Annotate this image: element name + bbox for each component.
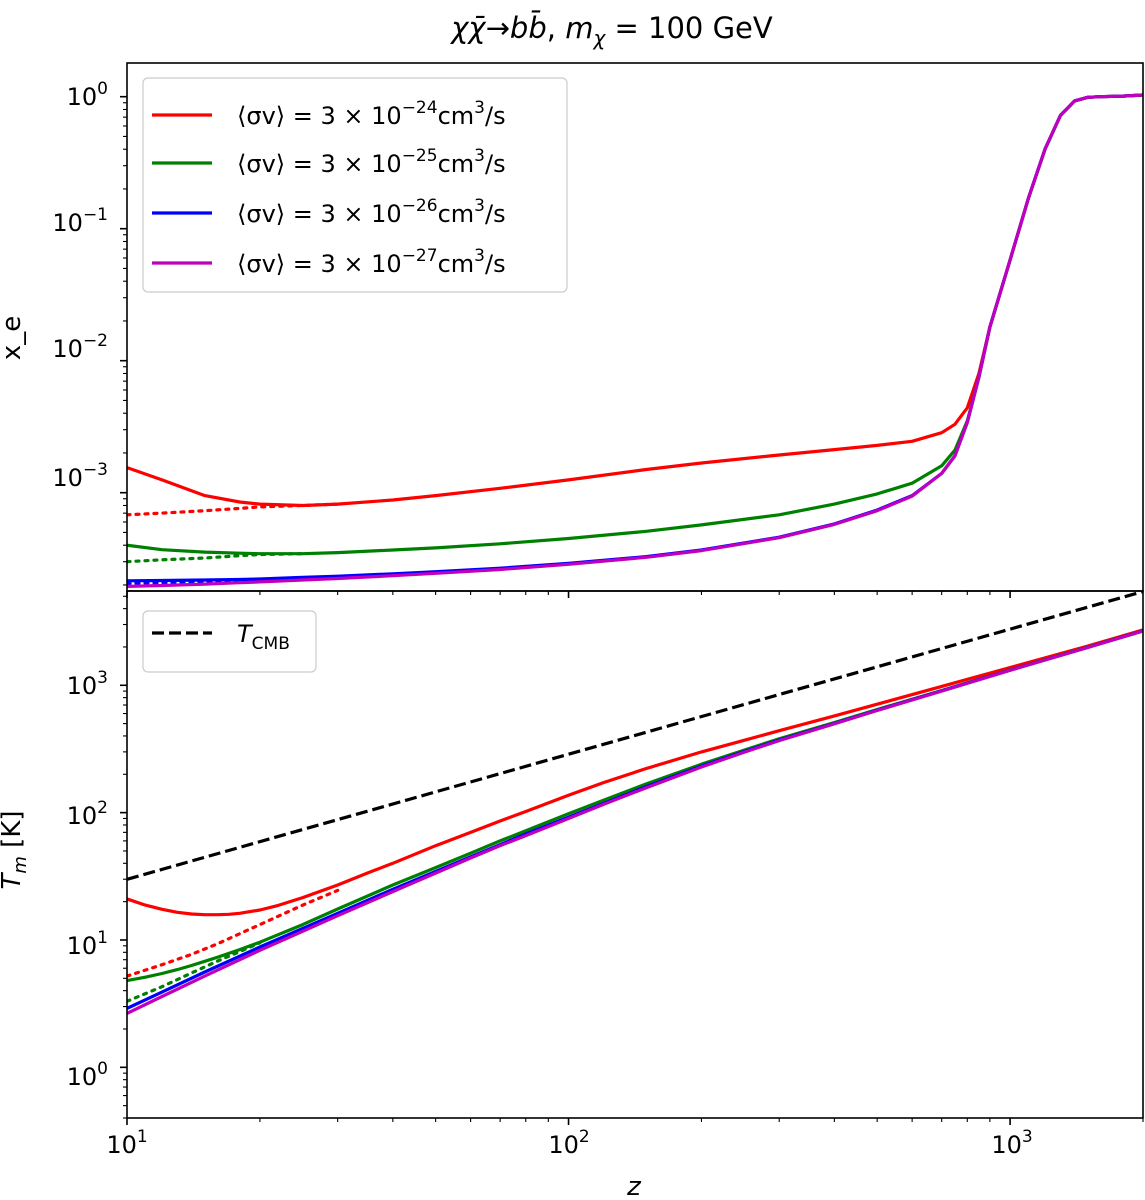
- bottom-ylabel: Tm [K]: [0, 810, 31, 889]
- bottom-series-dashed-0: [127, 591, 1143, 881]
- bottom-panel: 100 101 102 103 Tm [K] 101 102 103 z TCM…: [0, 590, 1144, 1200]
- bottom-series-solid-3: [127, 629, 1143, 983]
- bottom-axes-frame: [126, 590, 1144, 1119]
- bottom-legend-frame: [142, 610, 317, 673]
- legend-label-blue: ⟨σv⟩ = 3 × 10−26cm3/s: [237, 196, 506, 228]
- top-ytick-label: 10−1: [52, 205, 108, 237]
- legend-label-green: ⟨σv⟩ = 3 × 10−25cm3/s: [237, 146, 506, 178]
- top-series-dotted-1: [127, 502, 340, 517]
- top-series-group: [127, 93, 1143, 588]
- figure-title: χχ̄→bb̄, mχ = 100 GeV: [449, 11, 773, 50]
- xtick-label: 101: [106, 1127, 147, 1159]
- bottom-series-dotted-2: [127, 888, 340, 978]
- top-ytick-label: 10−2: [52, 331, 108, 363]
- xtick-label: 103: [991, 1127, 1032, 1159]
- top-series-solid-6: [127, 93, 1143, 588]
- top-legend-frame: [142, 77, 568, 293]
- bottom-legend: TCMB: [142, 610, 317, 673]
- top-legend: ⟨σv⟩ = 3 × 10−24cm3/s ⟨σv⟩ = 3 × 10−25cm…: [142, 77, 568, 293]
- x-axis-label: z: [626, 1172, 642, 1200]
- xtick-label: 102: [548, 1127, 589, 1159]
- top-series-dotted-3: [127, 552, 305, 564]
- top-ytick-label: 10−3: [52, 460, 108, 492]
- legend-label-magenta: ⟨σv⟩ = 3 × 10−27cm3/s: [237, 246, 506, 278]
- bottom-series-dotted-4: [127, 941, 262, 1003]
- bottom-ytick-label: 101: [67, 928, 108, 960]
- legend-label-tcmb: TCMB: [237, 620, 290, 654]
- top-ytick-label: 100: [67, 79, 108, 111]
- top-ylabel: x_e: [0, 316, 27, 360]
- bottom-series-solid-6: [127, 629, 1143, 1015]
- bottom-series-solid-5: [127, 629, 1143, 1010]
- bottom-ytick-label: 102: [67, 798, 108, 830]
- bottom-ytick-label: 100: [67, 1059, 108, 1091]
- top-panel: 10−3 10−2 10−1 100 x_e ⟨σv⟩ = 3 × 10−24c…: [0, 62, 1144, 598]
- legend-label-red: ⟨σv⟩ = 3 × 10−24cm3/s: [237, 98, 506, 130]
- top-series-dotted-5: [127, 578, 262, 586]
- bottom-series-group: [127, 591, 1143, 1015]
- bottom-series-solid-1: [127, 628, 1143, 917]
- bottom-ytick-label: 103: [67, 668, 108, 700]
